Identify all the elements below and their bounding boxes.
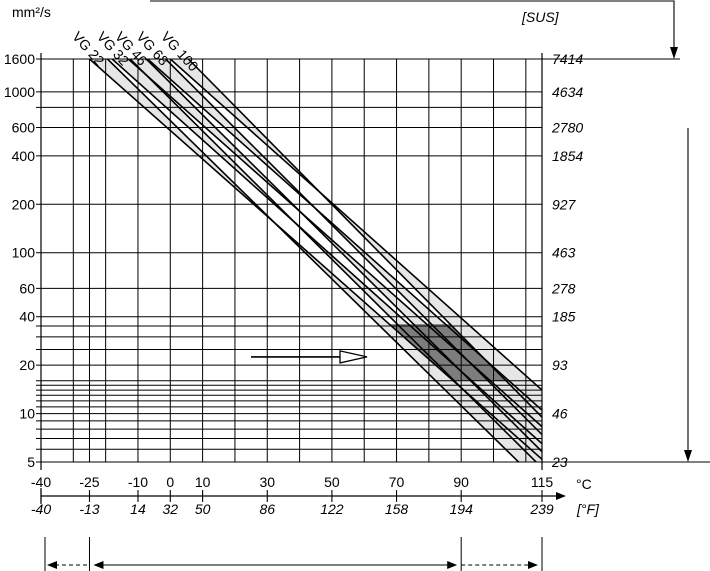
x-tick-label-secondary: -40 [31, 501, 51, 517]
series-line-vg-22-upper [88, 59, 542, 460]
x-axis-secondary-label: [°F] [576, 501, 600, 517]
y-tick-label-secondary: 185 [552, 309, 576, 325]
y-tick-label-secondary: 2780 [551, 120, 583, 136]
y-axis-label: mm²/s [12, 4, 51, 20]
y-tick-label: 20 [19, 357, 35, 373]
x-tick-label-secondary: 32 [163, 501, 179, 517]
x-tick-label-secondary: 194 [450, 501, 474, 517]
y-tick-label: 200 [12, 196, 36, 212]
axes [40, 53, 566, 504]
optimal-arrow-head [339, 350, 368, 364]
x-tick-label-secondary: 239 [529, 501, 554, 517]
x-tick-label: 0 [166, 474, 174, 490]
x-tick-label: -10 [128, 474, 148, 490]
y-tick-label: 40 [19, 309, 35, 325]
x-axis-label: °C [576, 476, 592, 492]
series-line-vg-32-upper [111, 59, 542, 445]
y-tick-label: 400 [12, 148, 36, 164]
sus-bracket [150, 0, 675, 52]
series-line-vg-46-upper [127, 59, 542, 428]
range-arrow-left [47, 561, 57, 569]
x-tick-label: 10 [195, 474, 211, 490]
y-tick-label-secondary: 1854 [552, 148, 583, 164]
x-tick-label: 90 [453, 474, 469, 490]
x-tick-label-secondary: 86 [259, 501, 275, 517]
range-arrow-head [684, 450, 692, 462]
grid [36, 58, 543, 463]
x-tick-label-secondary: 50 [195, 501, 211, 517]
range-solid-arrow-left [93, 561, 104, 569]
x-tick-label: 50 [324, 474, 340, 490]
x-tick-label: 70 [389, 474, 405, 490]
annotations [44, 0, 710, 571]
series-line-vg-22-lower [106, 59, 520, 462]
x-tick-label-secondary: 158 [385, 501, 409, 517]
y-tick-label: 1600 [4, 51, 35, 67]
y-tick-label: 5 [27, 454, 35, 470]
y-tick-label-secondary: 927 [552, 196, 577, 212]
x-axis-arrow [556, 492, 566, 500]
series-line-vg-32-lower [129, 59, 538, 462]
y-tick-label-secondary: 463 [552, 245, 576, 261]
y-tick-label-secondary: 93 [552, 357, 568, 373]
x-tick-label: -25 [79, 474, 99, 490]
y-axis-secondary-label: [SUS] [521, 9, 560, 25]
series-line-vg-46-lower [145, 59, 542, 453]
range-arrow-right [528, 561, 538, 569]
x-tick-label: 115 [531, 474, 554, 490]
y-tick-label-secondary: 46 [552, 406, 568, 422]
series-line-vg-68-lower [165, 59, 542, 436]
x-tick-label-secondary: 14 [130, 501, 146, 517]
series-line-vg-100-upper [169, 59, 542, 391]
x-tick-label: -40 [31, 474, 51, 490]
x-tick-label-secondary: 122 [320, 501, 344, 517]
optimal-region [389, 324, 507, 381]
range-solid-arrow-right [447, 561, 458, 569]
y-tick-label: 1000 [4, 84, 35, 100]
y-tick-label-secondary: 4634 [552, 84, 583, 100]
x-tick-label: 30 [259, 474, 275, 490]
sus-arrow-head [670, 47, 678, 59]
series-lines [88, 59, 542, 462]
x-tick-label-secondary: -13 [79, 501, 99, 517]
y-tick-label-secondary: 278 [551, 280, 576, 296]
series-line-vg-100-lower [187, 59, 542, 418]
y-tick-label: 600 [12, 120, 36, 136]
y-tick-label: 10 [19, 406, 35, 422]
optimal-viscosity-region [389, 324, 507, 381]
y-tick-label: 60 [19, 280, 35, 296]
y-tick-label: 100 [12, 245, 36, 261]
